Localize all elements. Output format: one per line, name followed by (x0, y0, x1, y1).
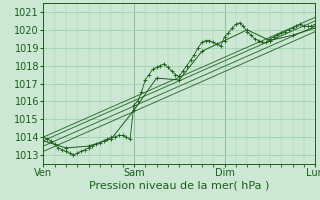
X-axis label: Pression niveau de la mer( hPa ): Pression niveau de la mer( hPa ) (89, 181, 269, 191)
